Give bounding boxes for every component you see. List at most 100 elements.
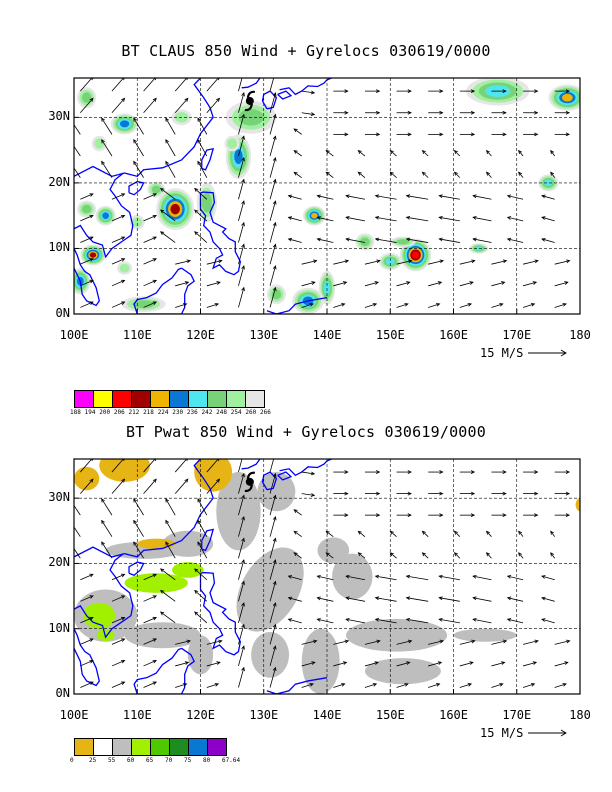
wind-arrow xyxy=(541,195,555,200)
coastline xyxy=(201,147,215,171)
wind-arrow xyxy=(101,161,113,178)
wind-arrow xyxy=(439,618,460,624)
cloud-contour xyxy=(234,149,243,165)
wind-arrow xyxy=(293,509,302,516)
wind-arrowhead xyxy=(407,470,412,474)
wind-arrow xyxy=(288,216,302,222)
x-tick-label: 100E xyxy=(59,328,89,342)
wind-arrowhead xyxy=(541,237,546,242)
x-tick-label: 170E xyxy=(502,708,532,722)
wind-arrow xyxy=(238,538,245,559)
wind-arrowhead xyxy=(152,279,158,284)
wind-arrowhead xyxy=(133,117,137,122)
wind-arrow xyxy=(346,216,366,222)
y-tick-label: 0N xyxy=(55,306,70,320)
wind-arrowhead xyxy=(184,97,189,102)
wind-arrowhead xyxy=(89,301,94,305)
panel-1-title: BT CLAUS 850 Wind + Gyrelocs 030619/0000 xyxy=(121,42,491,60)
wind-arrowhead xyxy=(345,194,350,199)
wind-arrowhead xyxy=(293,552,298,557)
wind-arrow xyxy=(507,597,524,602)
colorbar-swatch xyxy=(189,391,208,407)
wind-arrow xyxy=(165,139,176,157)
wind-arrowhead xyxy=(89,573,94,578)
wind-arrowhead xyxy=(344,89,349,93)
wind-arrow xyxy=(428,281,442,287)
wind-arrowhead xyxy=(241,113,245,119)
wind-arrowhead xyxy=(272,286,277,292)
typhoon-symbol-icon xyxy=(245,477,254,486)
wind-arrow xyxy=(269,222,276,243)
wind-arrow xyxy=(317,238,334,243)
wind-arrowhead xyxy=(374,194,380,199)
wind-arrow xyxy=(80,573,94,581)
wind-arrowhead xyxy=(152,193,158,197)
colorbar-tick-label: 70 xyxy=(165,757,173,764)
wind-arrowhead xyxy=(541,216,546,220)
wind-arrowhead xyxy=(121,478,126,483)
colorbar-tick-label: 212 xyxy=(128,409,140,416)
wind-arrowhead xyxy=(485,552,490,557)
wind-arrow xyxy=(74,124,81,135)
wind-arrowhead xyxy=(374,661,379,665)
wind-arrow xyxy=(522,661,537,667)
wind-arrow xyxy=(406,216,429,222)
wind-arrowhead xyxy=(101,519,105,525)
wind-arrowhead xyxy=(374,281,379,285)
wind-arrowhead xyxy=(272,135,277,140)
cloud-contour xyxy=(323,280,331,295)
wind-arrowhead xyxy=(438,617,443,622)
wind-arrow xyxy=(143,98,157,114)
wind-arrow xyxy=(269,581,276,602)
wind-arrowhead xyxy=(532,281,538,285)
colorbar-swatch xyxy=(113,739,132,755)
wind-arrow xyxy=(518,150,524,157)
wind-arrowhead xyxy=(197,519,201,524)
wind-arrowhead xyxy=(121,459,125,462)
colorbar-tick-label: 67.64 xyxy=(222,757,241,764)
cloud-contour xyxy=(201,192,212,213)
wind-arrowhead xyxy=(562,682,567,687)
wind-arrowhead xyxy=(121,301,126,305)
wind-arrowhead xyxy=(325,552,330,557)
coastline xyxy=(277,471,293,481)
wind-arrow xyxy=(194,611,208,624)
wind-arrow xyxy=(74,547,81,559)
wind-arrow xyxy=(197,520,208,537)
wind-arrowhead xyxy=(389,530,394,535)
wind-arrowhead xyxy=(485,530,490,535)
colorbar-tick-label: 206 xyxy=(113,409,125,416)
wind-arrow xyxy=(269,495,276,516)
wind-arrowhead xyxy=(541,575,546,579)
wind-arrowhead xyxy=(242,452,245,455)
wind-arrow xyxy=(269,559,276,580)
x-tick-label: 120E xyxy=(186,708,215,722)
wind-arrowhead xyxy=(376,89,381,93)
wind-arrow xyxy=(390,530,397,537)
wind-arrowhead xyxy=(439,132,444,137)
coastline xyxy=(241,459,261,470)
coastline xyxy=(74,628,101,687)
wind-arrow xyxy=(238,559,245,580)
wind-arrow xyxy=(396,683,409,688)
wind-arrowhead xyxy=(241,666,245,672)
wind-arrowhead xyxy=(470,89,476,93)
wind-arrow xyxy=(111,258,125,265)
wind-arrow xyxy=(80,681,94,688)
x-tick-label: 180 xyxy=(569,708,591,722)
wind-arrow xyxy=(428,661,442,667)
wind-arrow xyxy=(133,541,144,559)
colorbar-swatch xyxy=(94,391,113,407)
wind-arrowhead xyxy=(152,659,158,664)
wind-arrow xyxy=(317,597,334,602)
coastline xyxy=(133,267,195,314)
colorbar-tick-label: 254 xyxy=(230,409,242,416)
pwat-contour xyxy=(74,466,100,491)
wind-arrow xyxy=(507,575,524,581)
wind-arrowhead xyxy=(405,617,411,622)
wind-arrow xyxy=(143,280,157,287)
wind-arrowhead xyxy=(216,459,220,462)
wind-arrow xyxy=(269,667,276,688)
wind-arrow xyxy=(364,260,380,265)
wind-arrow xyxy=(238,114,245,135)
